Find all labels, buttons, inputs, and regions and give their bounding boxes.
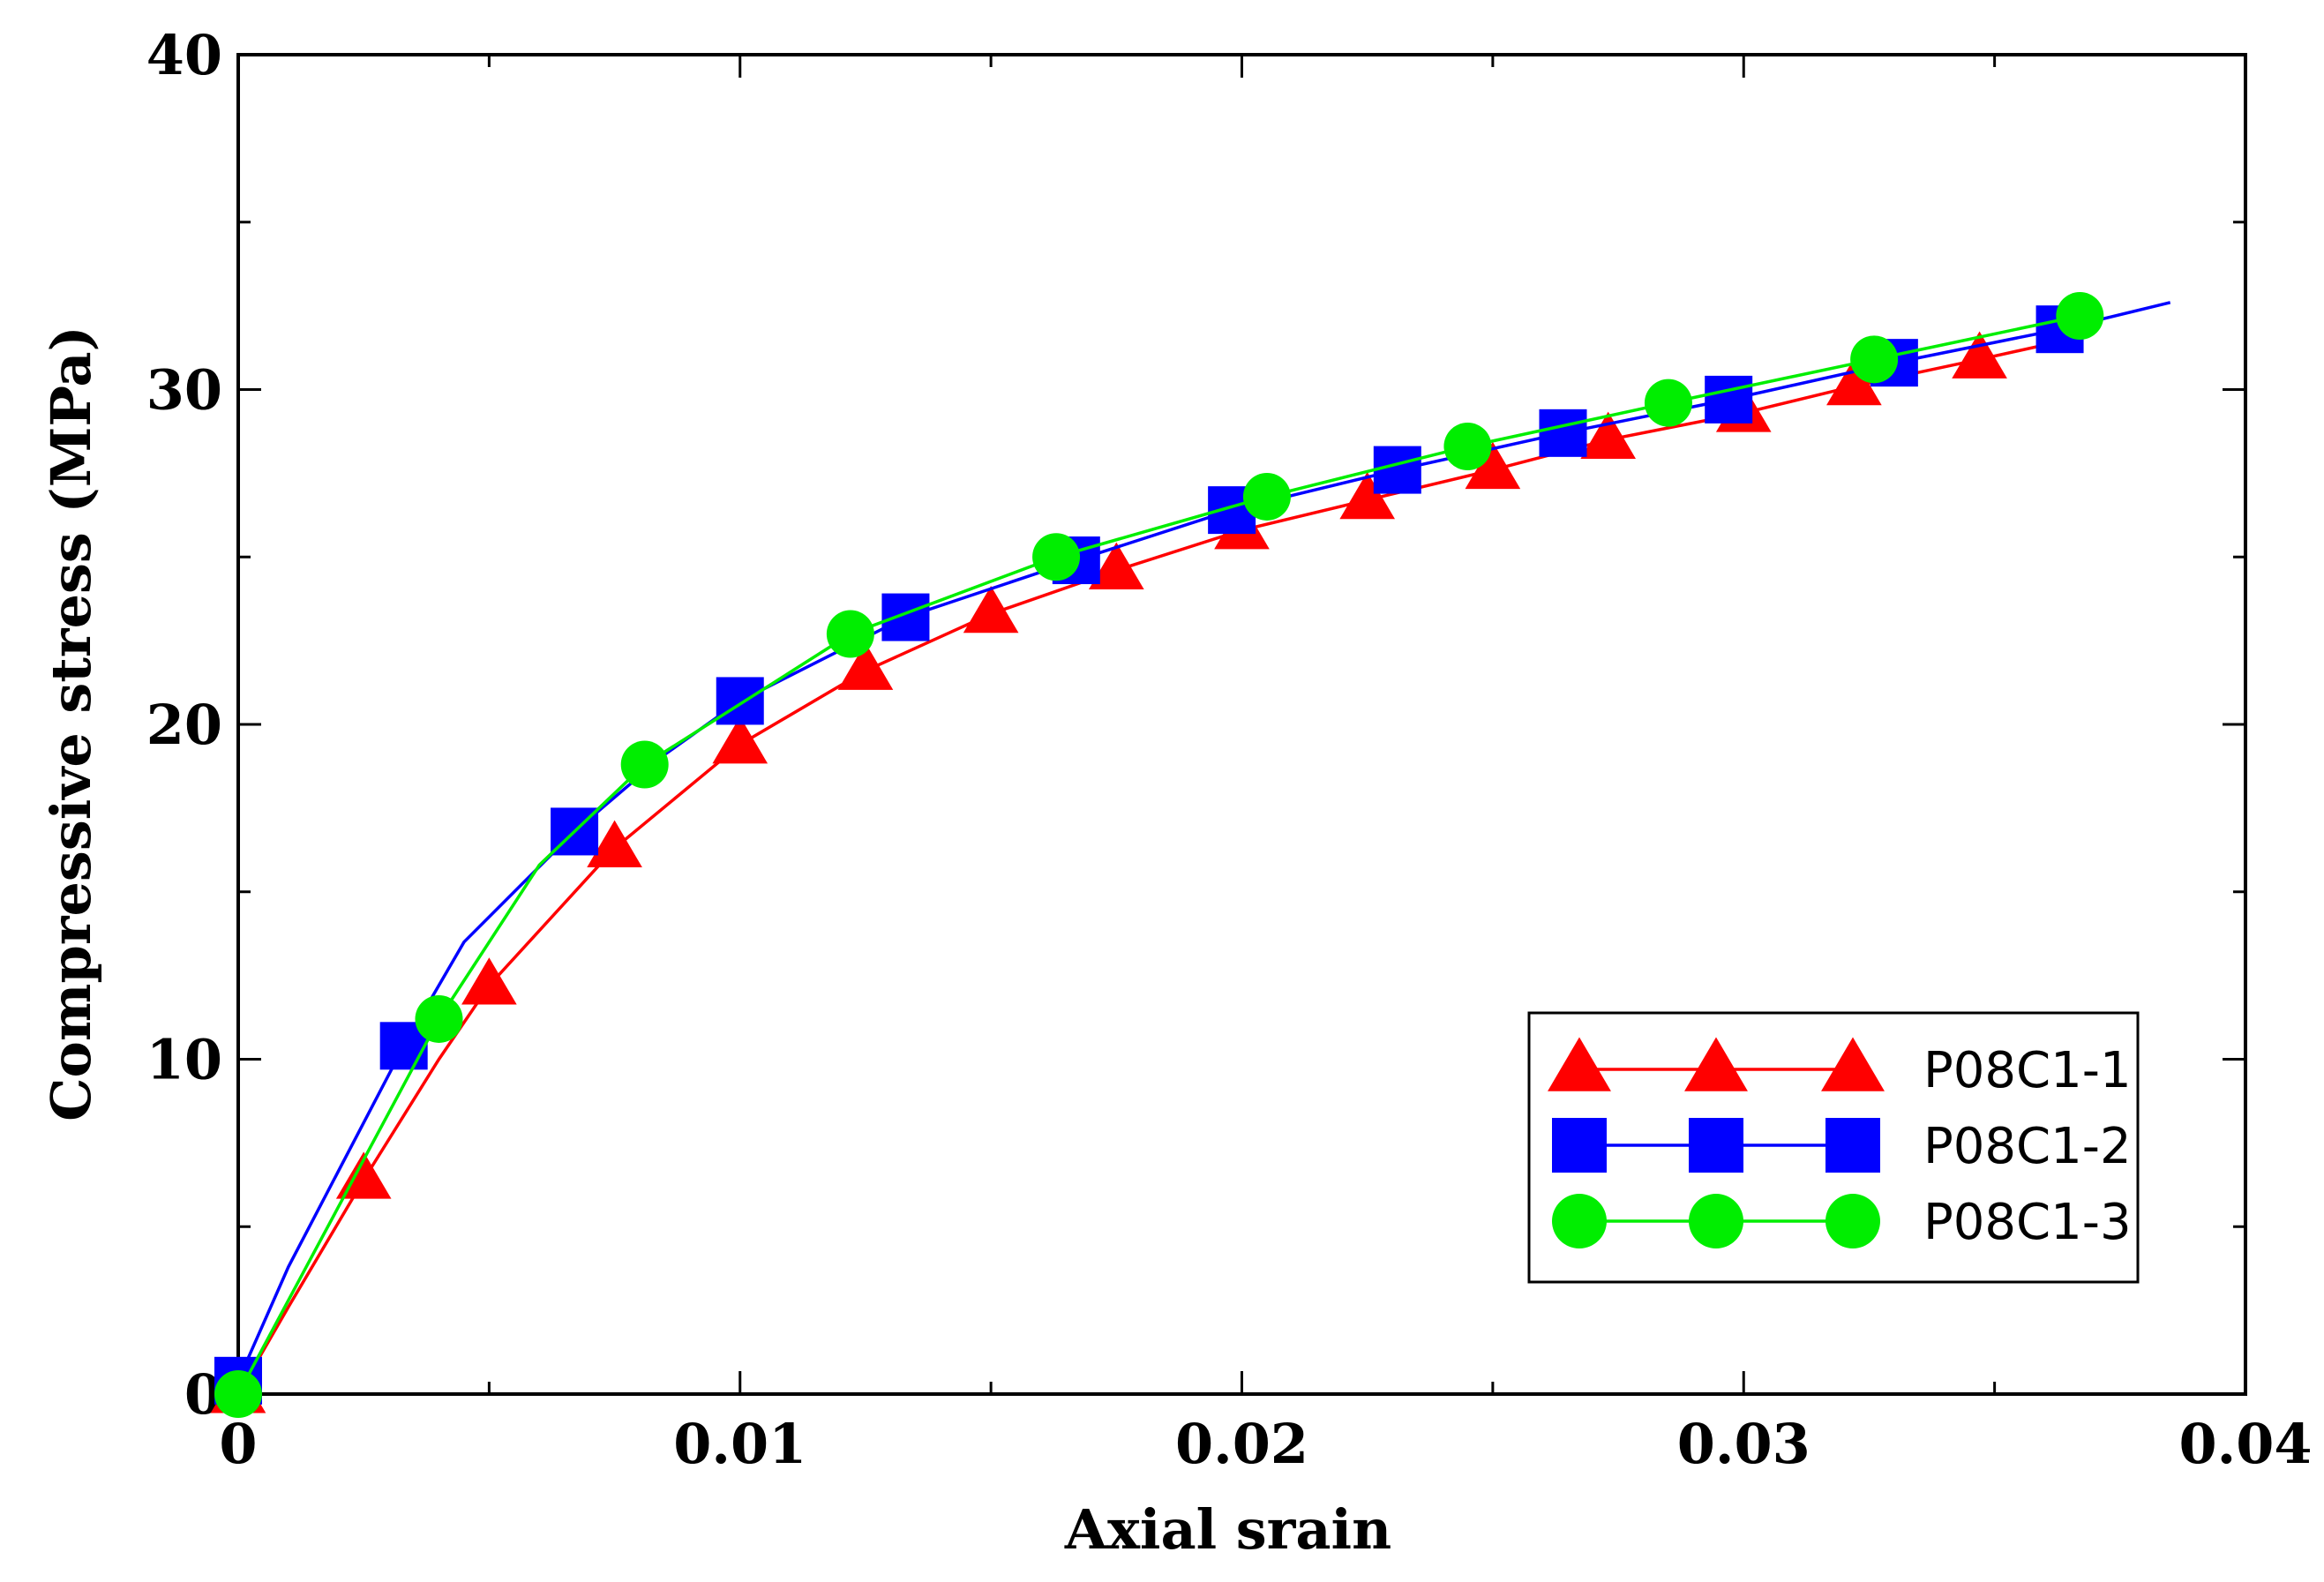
- legend-marker: [1825, 1194, 1880, 1248]
- data-point: [1539, 409, 1587, 457]
- data-point: [716, 677, 764, 725]
- x-tick-label: 0: [219, 1412, 257, 1476]
- x-tick-label: 0.01: [673, 1412, 806, 1476]
- y-tick-label: 40: [146, 23, 222, 87]
- data-point: [1242, 472, 1291, 521]
- data-point: [214, 1370, 262, 1418]
- data-point: [415, 994, 463, 1043]
- legend-marker: [1548, 1037, 1611, 1091]
- series-layer: [210, 292, 2171, 1418]
- axis-ticks: [236, 53, 2247, 1396]
- data-point: [826, 610, 874, 658]
- data-point: [2056, 292, 2104, 341]
- legend-marker: [1825, 1118, 1880, 1173]
- legend-marker: [1552, 1118, 1607, 1173]
- data-point: [1032, 533, 1081, 581]
- data-point: [1952, 331, 2007, 379]
- data-point: [837, 642, 894, 690]
- series-line: [236, 314, 2080, 1395]
- data-point: [1443, 423, 1492, 471]
- legend-label: P08C1-1: [1923, 1042, 2132, 1099]
- y-tick-label: 10: [146, 1028, 222, 1092]
- data-point: [587, 820, 642, 867]
- data-point: [1465, 441, 1521, 490]
- y-tick-label: 20: [146, 693, 222, 757]
- data-point: [620, 740, 669, 789]
- legend-marker: [1689, 1194, 1743, 1248]
- data-point: [881, 593, 930, 641]
- y-axis-title: Compressive stress (MPa): [39, 326, 103, 1121]
- data-point: [712, 716, 768, 764]
- data-point: [1088, 542, 1144, 589]
- data-point: [1339, 471, 1396, 520]
- x-tick-label: 0.03: [1677, 1412, 1810, 1476]
- legend-label: P08C1-2: [1923, 1118, 2132, 1175]
- legend-marker: [1684, 1037, 1748, 1091]
- data-point: [1705, 375, 1753, 424]
- data-point: [1644, 379, 1692, 427]
- legend-marker: [1689, 1118, 1743, 1173]
- series-line: [236, 341, 2056, 1395]
- x-tick-label: 0.04: [2178, 1412, 2312, 1476]
- series-P08C1-1: [210, 331, 2056, 1413]
- legend-entry: P08C1-1: [1548, 1037, 2132, 1099]
- legend: P08C1-1 P08C1-2 P08C1-3: [1527, 1011, 2140, 1284]
- legend-marker: [1552, 1194, 1607, 1248]
- data-point: [461, 957, 517, 1005]
- data-point: [1826, 357, 1882, 406]
- legend-entry: P08C1-3: [1552, 1194, 2132, 1251]
- series-line: [236, 301, 2171, 1382]
- data-point: [963, 585, 1019, 634]
- data-point: [1580, 411, 1637, 459]
- legend-marker: [1821, 1037, 1885, 1091]
- x-axis-title: Axial srain: [1064, 1497, 1391, 1562]
- series-P08C1-3: [214, 292, 2104, 1418]
- y-tick-label: 30: [146, 358, 222, 423]
- data-point: [1850, 335, 1899, 384]
- legend-entry: P08C1-2: [1552, 1118, 2132, 1175]
- legend-label: P08C1-3: [1923, 1194, 2132, 1251]
- x-tick-label: 0.02: [1175, 1412, 1308, 1476]
- data-point: [1373, 446, 1421, 494]
